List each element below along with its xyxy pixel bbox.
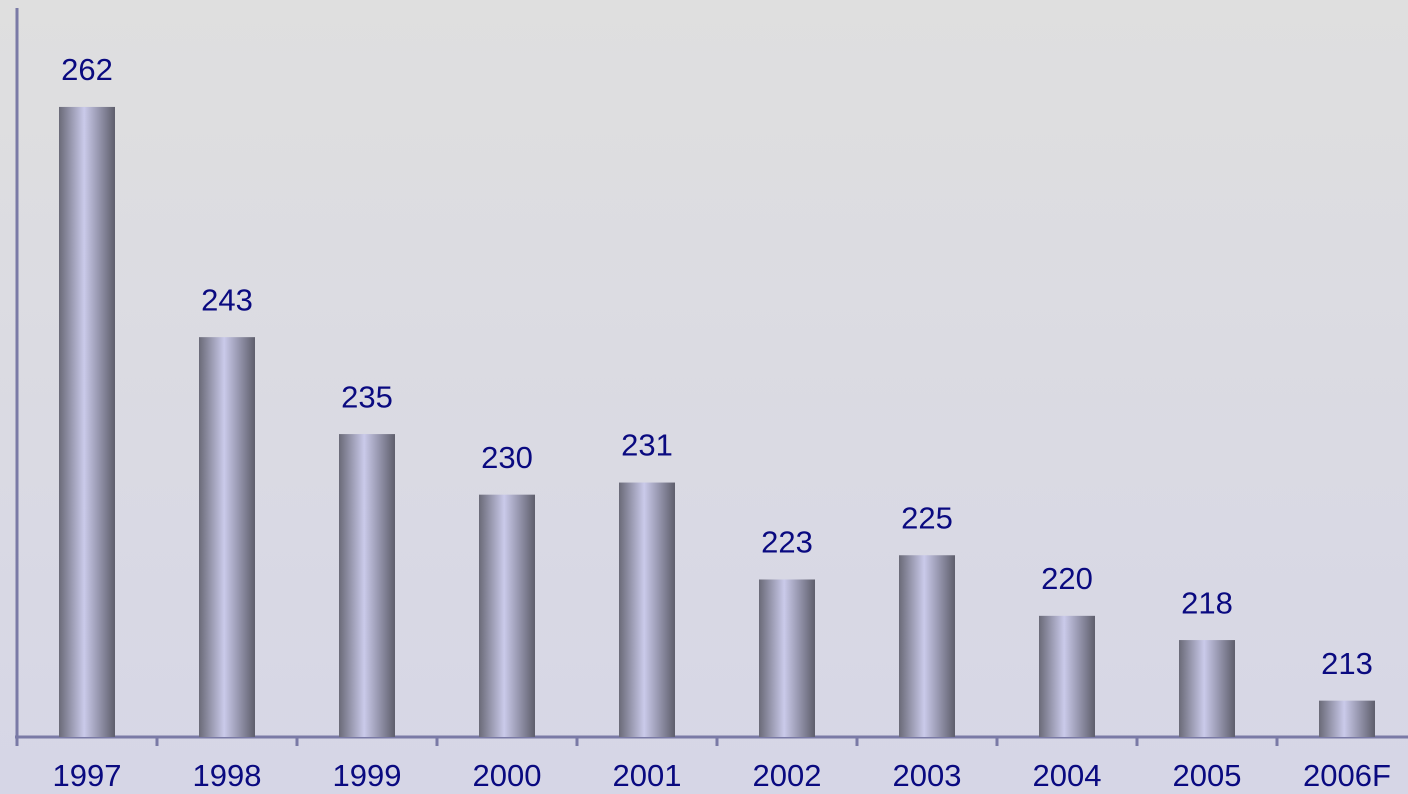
bar xyxy=(759,579,815,737)
x-tick-label: 1998 xyxy=(193,758,262,793)
bar xyxy=(619,482,675,737)
x-tick-label: 2000 xyxy=(473,758,542,793)
bar xyxy=(339,434,395,737)
value-label: 223 xyxy=(761,525,813,560)
value-label: 262 xyxy=(61,52,113,87)
bar xyxy=(59,106,115,737)
x-tick-label: 2002 xyxy=(753,758,822,793)
x-tick-label: 2004 xyxy=(1033,758,1102,793)
bar xyxy=(479,494,535,737)
value-label: 243 xyxy=(201,282,253,317)
bar xyxy=(899,555,955,737)
bar xyxy=(199,337,255,737)
x-tick-label: 1997 xyxy=(53,758,122,793)
x-tick-label: 2005 xyxy=(1173,758,1242,793)
value-label: 230 xyxy=(481,440,533,475)
x-tick-label: 1999 xyxy=(333,758,402,793)
value-label: 225 xyxy=(901,500,953,535)
value-label: 220 xyxy=(1041,561,1093,596)
x-tick-label: 2006F xyxy=(1303,758,1391,793)
bar xyxy=(1039,615,1095,737)
value-label: 213 xyxy=(1321,646,1373,681)
bar xyxy=(1319,700,1375,737)
bar xyxy=(1179,640,1235,737)
value-label: 218 xyxy=(1181,585,1233,620)
value-label: 231 xyxy=(621,428,673,463)
x-tick-label: 2003 xyxy=(893,758,962,793)
value-label: 235 xyxy=(341,379,393,414)
x-tick-label: 2001 xyxy=(613,758,682,793)
